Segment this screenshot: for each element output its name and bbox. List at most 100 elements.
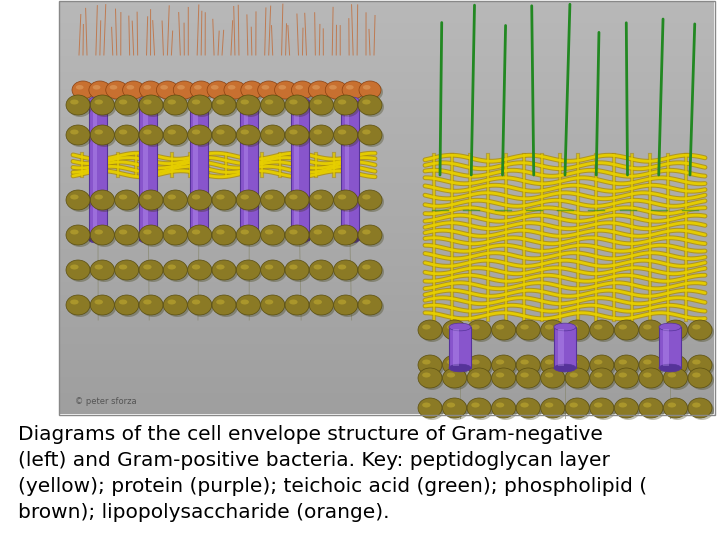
Ellipse shape [190, 237, 208, 243]
Ellipse shape [618, 402, 627, 408]
Ellipse shape [240, 97, 258, 103]
Ellipse shape [72, 81, 94, 99]
Bar [60, 336, 714, 340]
Ellipse shape [238, 127, 262, 147]
Ellipse shape [240, 81, 263, 99]
Bar [60, 307, 714, 311]
Ellipse shape [192, 83, 214, 101]
Bar [60, 323, 714, 327]
Ellipse shape [236, 190, 261, 210]
Bar [60, 171, 714, 175]
Ellipse shape [161, 85, 168, 90]
Ellipse shape [94, 99, 103, 105]
Ellipse shape [567, 370, 591, 390]
Ellipse shape [422, 402, 431, 408]
Bar [60, 397, 714, 402]
Ellipse shape [472, 373, 480, 377]
Bar [454, 329, 459, 366]
Ellipse shape [294, 83, 315, 101]
Bar [60, 373, 714, 377]
Ellipse shape [189, 262, 214, 282]
Ellipse shape [494, 357, 518, 377]
Ellipse shape [467, 355, 491, 375]
Ellipse shape [311, 97, 336, 117]
Ellipse shape [360, 297, 384, 317]
Ellipse shape [192, 230, 200, 234]
Ellipse shape [614, 355, 639, 375]
Bar [60, 364, 714, 369]
Ellipse shape [240, 194, 249, 199]
Bar [143, 102, 148, 238]
Ellipse shape [446, 402, 455, 408]
Ellipse shape [418, 398, 442, 418]
Bar [60, 89, 714, 93]
Ellipse shape [659, 323, 681, 331]
Ellipse shape [590, 320, 614, 340]
Ellipse shape [521, 325, 528, 329]
Bar [60, 389, 714, 394]
Ellipse shape [359, 81, 381, 99]
Ellipse shape [545, 360, 554, 365]
Ellipse shape [287, 127, 311, 147]
Ellipse shape [594, 373, 603, 377]
Bar [60, 163, 714, 167]
Ellipse shape [688, 355, 712, 375]
Ellipse shape [291, 237, 309, 243]
Bar [60, 369, 714, 373]
Ellipse shape [163, 295, 187, 315]
Ellipse shape [422, 325, 431, 329]
Ellipse shape [66, 190, 90, 210]
Ellipse shape [94, 300, 103, 305]
Ellipse shape [214, 127, 238, 147]
Ellipse shape [444, 400, 469, 420]
Ellipse shape [143, 194, 152, 199]
Ellipse shape [543, 400, 567, 420]
Ellipse shape [688, 320, 712, 340]
Bar [60, 23, 714, 26]
Ellipse shape [236, 95, 261, 115]
Ellipse shape [541, 398, 564, 418]
Ellipse shape [565, 320, 589, 340]
Bar [60, 48, 714, 51]
Ellipse shape [570, 402, 578, 408]
Ellipse shape [175, 83, 197, 101]
Ellipse shape [92, 127, 117, 147]
Bar [60, 225, 714, 228]
Bar [60, 360, 714, 364]
Ellipse shape [616, 322, 640, 342]
Ellipse shape [76, 85, 84, 90]
Bar [60, 286, 714, 291]
Bar [60, 299, 714, 303]
Ellipse shape [226, 83, 248, 101]
Ellipse shape [287, 297, 311, 317]
Bar [60, 76, 714, 80]
Ellipse shape [663, 355, 688, 375]
Ellipse shape [168, 99, 176, 105]
Ellipse shape [71, 265, 78, 269]
Ellipse shape [643, 325, 652, 329]
Bar [60, 31, 714, 35]
Ellipse shape [420, 370, 444, 390]
Ellipse shape [362, 230, 371, 234]
Ellipse shape [422, 373, 431, 377]
Ellipse shape [308, 81, 330, 99]
Bar [60, 278, 714, 282]
Ellipse shape [295, 85, 303, 90]
Ellipse shape [143, 265, 152, 269]
Ellipse shape [665, 357, 690, 377]
Ellipse shape [492, 355, 516, 375]
Ellipse shape [166, 227, 189, 247]
Ellipse shape [211, 85, 219, 90]
Ellipse shape [265, 265, 274, 269]
Ellipse shape [692, 373, 701, 377]
Ellipse shape [292, 81, 313, 99]
Ellipse shape [119, 265, 127, 269]
Ellipse shape [216, 130, 225, 134]
Ellipse shape [68, 297, 92, 317]
Ellipse shape [94, 130, 103, 134]
Ellipse shape [168, 194, 176, 199]
Ellipse shape [68, 97, 92, 117]
Bar [60, 60, 714, 64]
Ellipse shape [360, 262, 384, 282]
Ellipse shape [119, 130, 127, 134]
